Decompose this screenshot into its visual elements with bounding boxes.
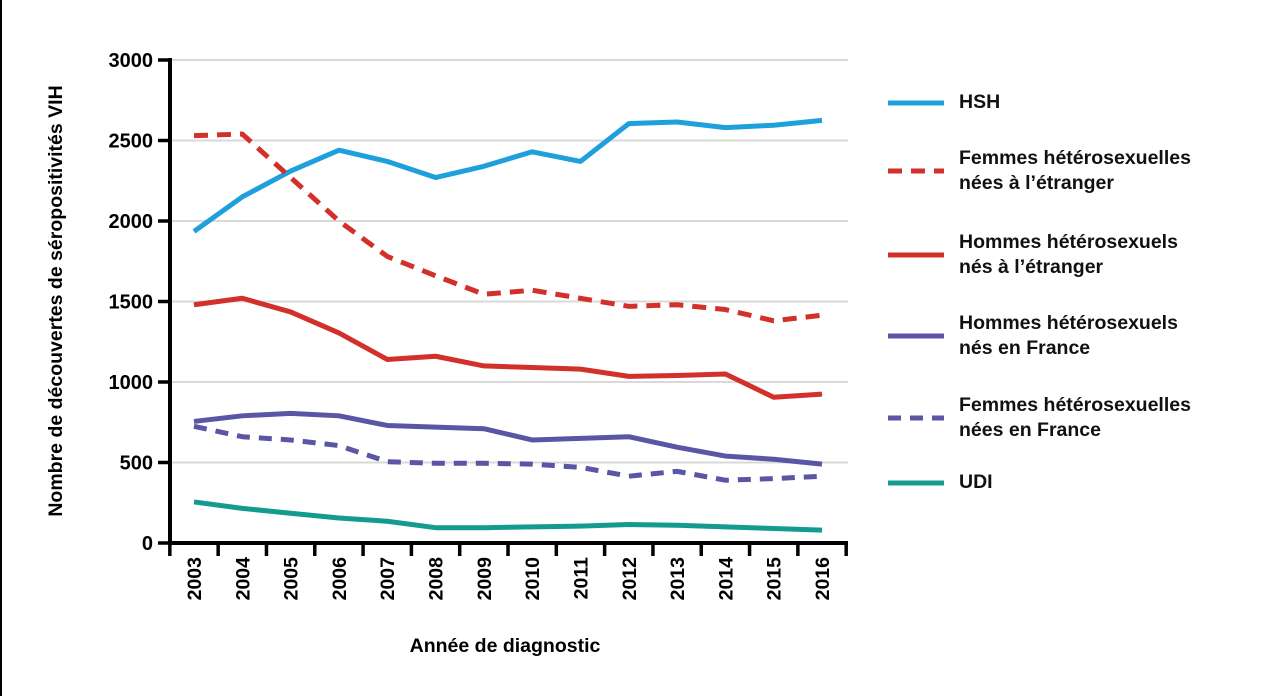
series-line: [193, 295, 823, 400]
legend-label-udi: UDI: [959, 471, 993, 493]
x-tick-label: 2003: [184, 557, 206, 601]
y-tick-label: 1500: [109, 292, 154, 314]
legend-label-femmes-france: Femmes hétérosexuelles nées en France: [959, 394, 1191, 441]
axes: [158, 58, 848, 556]
series-line: [193, 423, 823, 483]
x-tick-label: 2006: [329, 557, 351, 601]
x-tick-label: 2005: [281, 557, 303, 601]
legend-swatch-femmes-france-dashed-line: [888, 415, 944, 421]
gridlines: [172, 59, 848, 464]
legend-item-udi: UDI: [888, 470, 993, 495]
legend-swatch-hommes-france-line: [888, 333, 944, 339]
legend-item-hommes-france: Hommes hétérosexuels nés en France: [888, 311, 1178, 361]
x-axis-title: Année de diagnostic: [410, 635, 601, 657]
y-tick-label: 2000: [109, 211, 154, 233]
x-tick-label: 2004: [232, 557, 254, 601]
legend-label-hommes-etranger: Hommes hétérosexuels nés à l’étranger: [959, 231, 1178, 278]
x-tick-labels: 2003 2004 2005 2006 2007 2008 2009 2010 2011 2012…: [184, 557, 834, 601]
legend-item-hommes-etranger: Hommes hétérosexuels nés à l’étranger: [888, 230, 1178, 280]
legend-swatch-femmes-etranger-dashed-line: [888, 168, 944, 174]
x-tick-label: 2013: [667, 557, 689, 601]
x-tick-label: 2011: [570, 557, 592, 599]
x-tick-label: 2008: [426, 557, 448, 601]
legend-swatch-hsh-line: [888, 100, 944, 105]
legend-item-femmes-france: Femmes hétérosexuelles nées en France: [888, 393, 1191, 443]
x-tick-label: 2010: [522, 557, 544, 601]
series-line: [193, 410, 823, 467]
left-edge-rule: [0, 0, 2, 696]
y-tick-labels: 0 500 1000 1500 2000 2500 3000: [109, 50, 154, 555]
x-tick-label: 2016: [812, 557, 834, 601]
legend-swatch-udi-line: [888, 480, 944, 485]
legend-label-hsh: HSH: [959, 91, 1001, 113]
series-line: [192, 117, 823, 234]
legend-swatch-hommes-etranger-line: [888, 252, 944, 258]
y-tick-label: 500: [120, 453, 153, 475]
legend-label-femmes-etranger: Femmes hétérosexuelles nées à l’étranger: [959, 147, 1191, 194]
series-line: [193, 499, 823, 533]
y-tick-label: 2500: [109, 131, 154, 153]
y-tick-label: 0: [142, 533, 153, 555]
x-tick-label: 2007: [377, 557, 399, 600]
series-lines: [192, 117, 823, 533]
legend-label-hommes-france: Hommes hétérosexuels nés en France: [959, 312, 1178, 359]
y-axis-title: Nombre de découvertes de séropositivités…: [45, 85, 67, 516]
y-tick-label: 3000: [109, 50, 154, 72]
x-tick-label: 2015: [764, 557, 786, 601]
series-line: [193, 131, 823, 324]
x-tick-label: 2012: [619, 557, 641, 601]
x-tick-label: 2014: [715, 557, 737, 601]
y-tick-label: 1000: [109, 372, 154, 394]
legend: HSH Femmes hétérosexuelles nées à l’étra…: [888, 0, 1280, 560]
x-tick-label: 2009: [474, 557, 496, 601]
legend-item-hsh: HSH: [888, 90, 1000, 115]
legend-item-femmes-etranger: Femmes hétérosexuelles nées à l’étranger: [888, 146, 1191, 196]
